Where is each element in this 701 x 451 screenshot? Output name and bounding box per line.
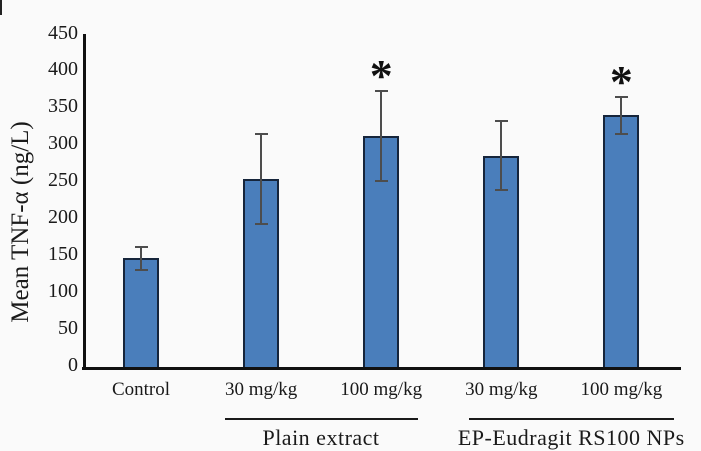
significance-asterisk: * xyxy=(609,55,633,107)
error-bar-cap xyxy=(134,269,148,272)
y-tick-label: 450 xyxy=(48,21,78,44)
y-axis-line xyxy=(83,34,86,370)
error-bar-cap xyxy=(614,132,628,135)
bar xyxy=(123,258,159,370)
error-bar-line xyxy=(140,246,142,271)
category-label: 100 mg/kg xyxy=(340,379,423,400)
error-bar-line xyxy=(380,90,383,181)
significance-asterisk: * xyxy=(369,49,393,101)
y-tick-label: 350 xyxy=(48,95,78,118)
group-label: Plain extract xyxy=(262,425,380,450)
error-bar-cap xyxy=(134,245,148,248)
y-tick-label: 0 xyxy=(68,353,78,376)
category-label: 30 mg/kg xyxy=(224,379,298,400)
error-bar-cap xyxy=(254,223,268,226)
y-tick-label: 50 xyxy=(58,316,78,339)
error-bar-cap xyxy=(254,133,268,136)
y-tick-label: 250 xyxy=(48,169,78,192)
figure-edge-mark xyxy=(0,0,2,15)
error-bar-cap xyxy=(494,189,508,192)
y-tick-label: 200 xyxy=(48,205,78,228)
error-bar-line xyxy=(500,121,503,191)
category-label: 30 mg/kg xyxy=(465,379,538,400)
y-tick-label: 300 xyxy=(48,132,78,155)
bar xyxy=(603,115,640,370)
group-underline xyxy=(224,417,418,420)
error-bar-cap xyxy=(374,179,388,182)
y-tick-label: 150 xyxy=(48,242,78,265)
category-label: 100 mg/kg xyxy=(580,379,663,400)
error-bar-line xyxy=(620,96,623,134)
error-bar-cap xyxy=(614,95,628,98)
category-label: Control xyxy=(111,379,171,400)
error-bar-cap xyxy=(494,120,508,123)
group-underline xyxy=(469,417,674,420)
bar xyxy=(243,179,280,370)
error-bar-cap xyxy=(374,89,388,92)
x-axis-line xyxy=(82,366,681,370)
y-tick-label: 400 xyxy=(48,58,78,81)
y-tick-label: 100 xyxy=(48,279,78,302)
group-label: EP-Eudragit RS100 NPs xyxy=(457,425,685,450)
error-bar-line xyxy=(260,134,263,225)
